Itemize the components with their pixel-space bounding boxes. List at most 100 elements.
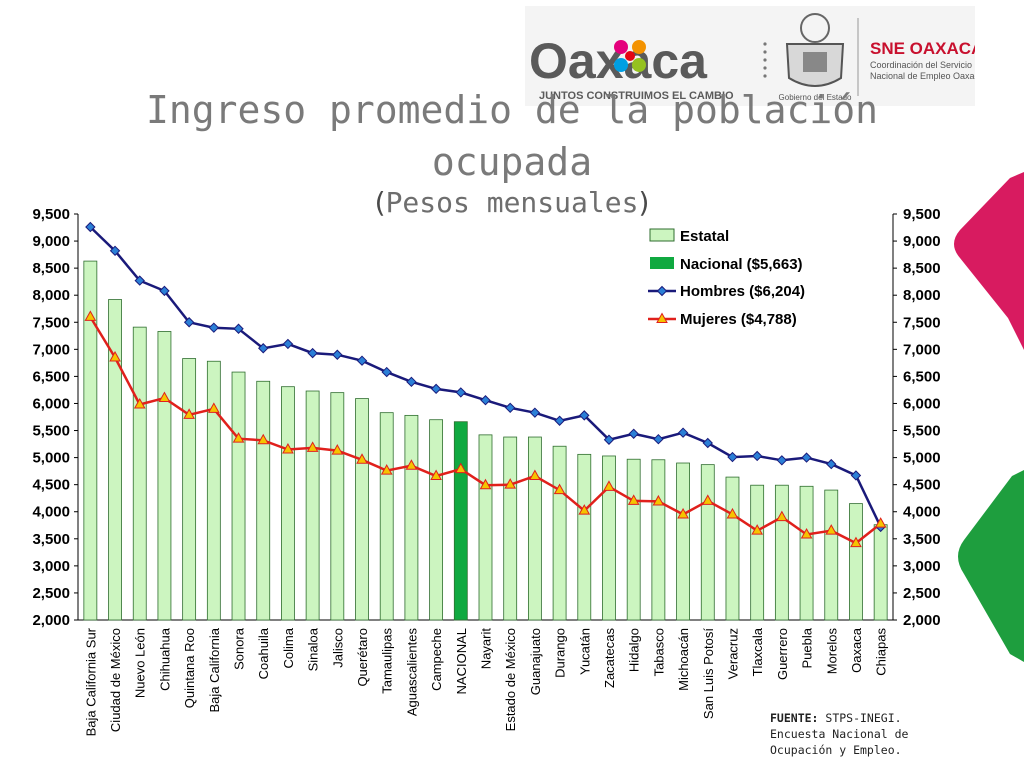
hombres-point <box>702 437 713 449</box>
bar-estatal <box>527 436 542 621</box>
mujeres-point <box>282 442 294 454</box>
mujeres-point <box>627 494 640 505</box>
mujeres-point <box>405 459 418 470</box>
hombres-point <box>381 366 392 378</box>
mujeres-point <box>479 478 492 490</box>
subtitle-open-paren: ( <box>374 186 386 219</box>
mujeres-point <box>776 510 788 522</box>
y-tick-label-left: 6,500 <box>32 368 70 385</box>
y-axis-left: 2,000 2,500 3,000 3,500 4,000 4,500 5,000 5,500… <box>32 206 78 629</box>
source-line-3: Ocupación y Empleo. <box>770 743 902 757</box>
x-tick-label: Nuevo León <box>133 628 148 698</box>
mujeres-point <box>380 464 393 475</box>
hombres-point <box>850 470 862 481</box>
green-decoration <box>958 470 1024 662</box>
hombres-point <box>208 322 220 333</box>
y-tick-label-right: 8,500 <box>903 260 941 277</box>
bar-estatal <box>824 489 839 621</box>
legend-swatch-estatal <box>649 228 675 242</box>
hombres-point <box>233 323 244 334</box>
bar-estatal <box>676 462 690 621</box>
x-tick-label: Aguascalientes <box>404 628 419 717</box>
bar-estatal <box>330 392 345 621</box>
legend-label: Hombres ($6,204) <box>680 283 805 300</box>
legend-label: Nacional ($5,663) <box>680 256 803 273</box>
y-tick-label-left: 2,000 <box>32 612 70 629</box>
bar-estatal <box>478 434 493 621</box>
x-tick-label: Baja California Sur <box>83 627 98 736</box>
gov-label: Gobierno del Estado <box>779 93 852 102</box>
y-tick-label-left: 2,500 <box>32 585 70 602</box>
mujeres-point <box>207 402 220 413</box>
mujeres-point <box>183 408 195 419</box>
x-tick-label: Chihuahua <box>157 627 172 691</box>
hombres-point <box>727 451 738 463</box>
x-tick-label: Guanajuato <box>528 628 543 695</box>
legend: Estatal Nacional ($5,663) Hombres ($6,204)… <box>648 228 805 328</box>
x-tick-label: Tabasco <box>651 628 666 676</box>
source-line-1: FUENTE: STPS-INEGI. <box>770 710 908 726</box>
bar-estatal <box>873 524 888 621</box>
mujeres-point <box>726 507 739 519</box>
x-tick-label: Zacatecas <box>602 628 617 688</box>
sne-line2: Nacional de Empleo Oaxaca <box>870 71 975 81</box>
hombres-point <box>159 285 170 297</box>
bar-nacional <box>453 421 468 621</box>
bar-estatal <box>83 260 98 621</box>
y-tick-label-right: 7,000 <box>903 341 941 358</box>
hombres-point <box>455 387 467 398</box>
bar-estatal <box>379 412 394 621</box>
mujeres-point <box>874 517 887 528</box>
x-tick-label: Veracruz <box>725 628 740 679</box>
mujeres-point <box>109 350 121 362</box>
bar-estatal <box>281 386 295 621</box>
sne-line1: Coordinación del Servicio <box>870 60 972 70</box>
y-tick-label-left: 8,000 <box>32 287 70 304</box>
hombres-point <box>529 407 541 418</box>
hombres-point <box>282 338 294 350</box>
y-axis-right: 2,000 2,500 3,000 3,500 4,000 4,500 5,000 5,500… <box>893 206 941 629</box>
bar-estatal <box>577 453 592 621</box>
y-tick-label-left: 3,000 <box>32 558 70 575</box>
y-tick-label-left: 7,000 <box>32 341 70 358</box>
source-label: FUENTE: <box>770 711 819 725</box>
hombres-point <box>603 434 615 445</box>
bar-estatal <box>206 360 221 621</box>
hombres-point <box>480 395 491 406</box>
sne-title: SNE OAXACA <box>870 39 975 58</box>
hombres-point <box>109 245 121 257</box>
bar-estatal <box>132 326 147 621</box>
legend-marker-hombres <box>656 285 668 297</box>
hombres-point <box>677 427 689 438</box>
mujeres-point <box>529 469 541 481</box>
y-tick-label-left: 4,000 <box>32 504 70 521</box>
bar-estatal <box>157 331 172 621</box>
x-tick-label: Oaxaca <box>849 627 864 673</box>
bar-estatal <box>750 484 765 621</box>
y-tick-label-left: 9,500 <box>32 206 70 223</box>
y-tick-label-left: 9,000 <box>32 233 70 250</box>
bar-estatal <box>602 455 616 621</box>
x-tick-label: San Luis Potosí <box>701 628 716 719</box>
x-tick-label: Coahuila <box>256 627 271 679</box>
mujeres-point <box>232 432 245 443</box>
bar-estatal <box>725 476 740 621</box>
source-line-2: Encuesta Nacional de <box>770 727 909 741</box>
mujeres-point <box>701 494 714 505</box>
mujeres-point <box>454 462 467 474</box>
hombres-point <box>332 349 343 360</box>
hombres-point <box>430 383 442 395</box>
bar-estatal <box>503 436 518 621</box>
x-tick-label: Hidalgo <box>627 628 642 672</box>
y-tick-label-right: 2,500 <box>903 585 941 602</box>
y-tick-label-right: 6,000 <box>903 395 941 412</box>
bar-estatal <box>404 414 419 621</box>
bar-estatal <box>256 380 271 621</box>
y-tick-label-right: 9,000 <box>903 233 941 250</box>
mujeres-point <box>553 483 566 495</box>
line-series <box>84 221 887 548</box>
y-tick-label-right: 9,500 <box>903 206 941 223</box>
header-logos: Oaxaca JUNTOS CONSTRUIMOS EL CAMBIO Gobi… <box>525 6 984 106</box>
